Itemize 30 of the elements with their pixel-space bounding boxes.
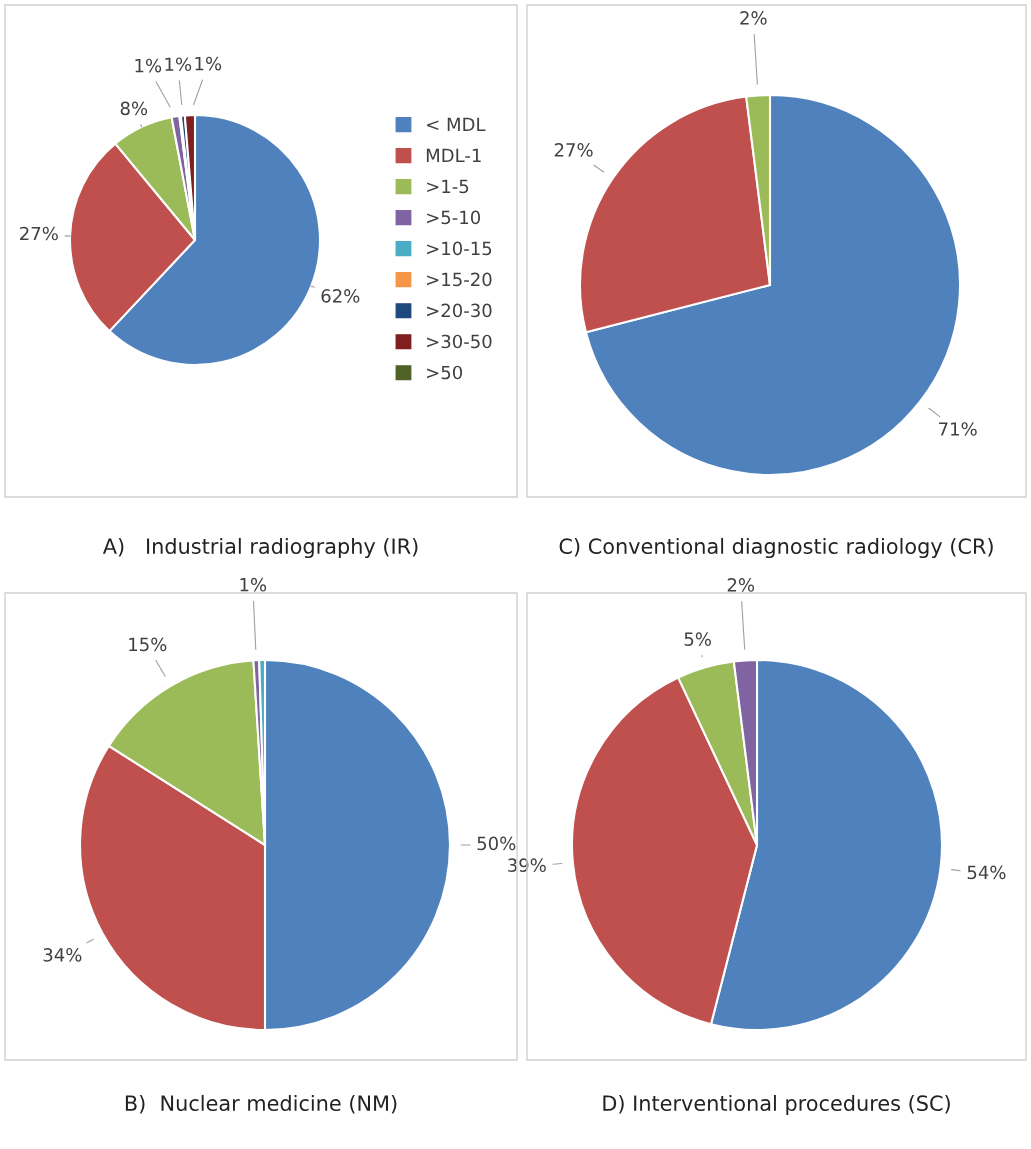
data-label: 50% xyxy=(477,836,516,851)
legend-label: >1-5 xyxy=(427,179,469,194)
data-label: 34% xyxy=(43,947,82,962)
data-label: 8% xyxy=(120,101,148,116)
data-label: 5% xyxy=(684,632,711,646)
legend-label: >10-15 xyxy=(427,241,492,256)
legend-label: MDL-1 xyxy=(426,148,481,162)
text: B) Nuclear medicine (NM) xyxy=(125,1094,397,1114)
data-label: 62% xyxy=(321,289,360,303)
data-label: 2% xyxy=(727,578,755,592)
data-label: 27% xyxy=(20,226,58,241)
data-label: 54% xyxy=(967,865,1006,880)
legend-label: >50 xyxy=(427,365,463,380)
data-label: 1% xyxy=(240,577,267,592)
text: A) Industrial radiography (IR) xyxy=(102,537,418,559)
data-label: 1% xyxy=(165,57,192,72)
legend-label: < MDL xyxy=(427,117,486,131)
data-label: 71% xyxy=(939,422,977,436)
text: C) Conventional diagnostic radiology (CR) xyxy=(559,537,993,559)
legend-label: >5-10 xyxy=(427,210,481,225)
data-label: 1% xyxy=(135,58,162,73)
legend-label: >15-20 xyxy=(427,272,492,287)
data-label: 15% xyxy=(129,637,167,652)
legend-label: >30-50 xyxy=(427,334,492,349)
data-label: 27% xyxy=(554,143,593,157)
legend-label: >20-30 xyxy=(427,303,492,318)
data-label: 39% xyxy=(508,858,546,872)
data-label: 1% xyxy=(195,56,222,71)
data-label: 2% xyxy=(740,11,767,25)
text: D) Interventional procedures (SC) xyxy=(603,1094,950,1116)
